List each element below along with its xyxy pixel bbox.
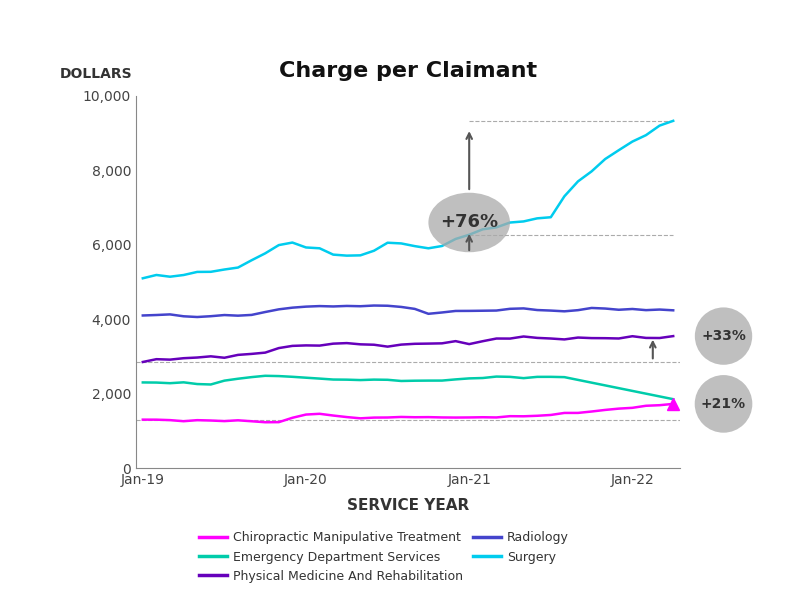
Text: +76%: +76% [440, 214, 498, 232]
X-axis label: SERVICE YEAR: SERVICE YEAR [347, 498, 469, 513]
Text: +21%: +21% [701, 397, 746, 411]
Text: DOLLARS: DOLLARS [60, 67, 133, 81]
Title: Charge per Claimant: Charge per Claimant [279, 61, 537, 80]
Legend: Chiropractic Manipulative Treatment, Emergency Department Services, Physical Med: Chiropractic Manipulative Treatment, Eme… [194, 526, 574, 588]
Ellipse shape [429, 193, 510, 252]
Text: +33%: +33% [701, 329, 746, 343]
